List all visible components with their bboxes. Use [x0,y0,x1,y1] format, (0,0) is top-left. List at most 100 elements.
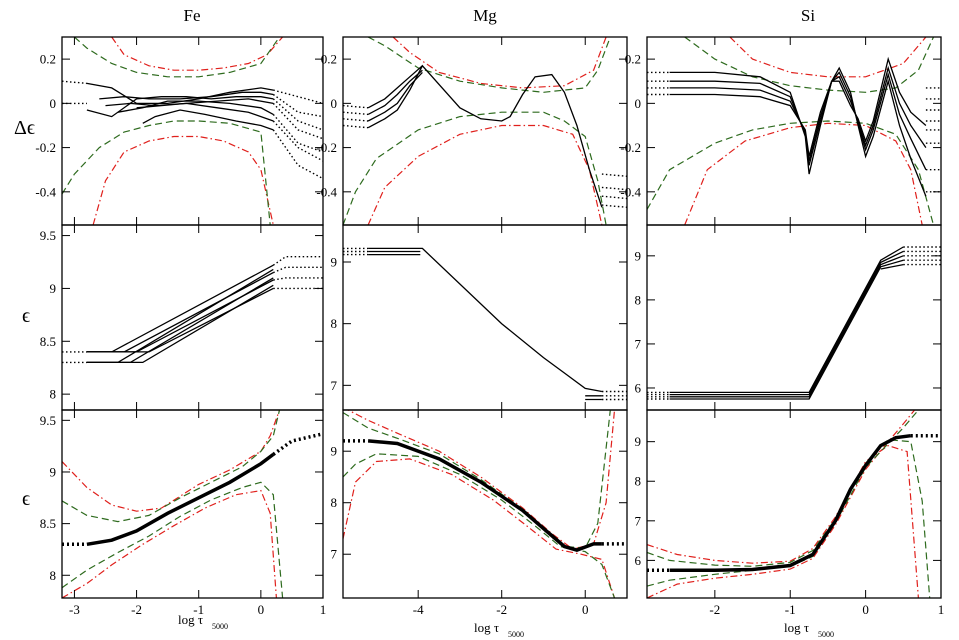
y-tick-label: 6 [635,380,642,395]
solid-series-0 [367,64,603,208]
dotted-series-2 [273,89,323,105]
solid-series-1 [99,91,274,100]
dashed-series-1 [647,410,919,587]
x-axis-label-si: log τ 5000 [784,620,834,639]
solid-series-3 [86,287,274,353]
column-title-si: Si [801,6,815,25]
y-tick-label: 9 [331,444,338,459]
dashdot-series-0 [647,444,919,598]
dashed-series-0 [343,410,611,549]
y-tick-label: 0.2 [625,52,641,67]
solid-series-6 [86,284,274,364]
dashdot-series-0 [111,37,284,71]
solid-series-1 [367,71,423,122]
panel-Mg-eps: 7 8 9 [331,224,628,411]
solid-series-6 [142,109,274,131]
dotted-series-7 [272,120,323,162]
y-tick-label: 8 [635,474,642,489]
y-tick-label: -0.2 [620,140,641,155]
y-tick-label: 8 [331,495,338,510]
x-tick-label: -3 [69,602,80,617]
x-axis-label-si-sub: 5000 [818,630,834,639]
panel-frame [61,409,324,599]
plot-area [343,247,627,401]
dotted-series-3 [343,124,369,129]
dashed-series-1 [62,481,284,598]
y-tick-label: 0.2 [40,52,56,67]
dashed-series-1 [343,453,616,598]
dotted-series-6 [272,113,323,153]
plot-area [62,256,323,364]
solid-series-1 [669,250,904,396]
plot-area [647,246,941,400]
column-title-mg: Mg [473,6,497,25]
y-tick-label: 0.2 [321,52,337,67]
solid-series-1 [669,71,927,170]
dashed-series-0 [74,37,280,78]
dashdot-series-1 [367,124,603,225]
y-tick-label: 9.5 [40,228,56,243]
x-tick-label: -2 [131,602,142,617]
solid-series-3 [367,65,423,109]
y-tick-label: 9 [331,255,338,270]
thick-dotted-series-1 [272,432,323,456]
x-tick-label: 0 [582,602,589,617]
solid-series-3 [669,56,927,157]
plot-area [647,37,941,225]
dotted-series-5 [272,102,323,140]
plot-area [343,37,627,225]
row-ylabel-eps-1: ϵ [22,305,30,327]
y-tick-label: 7 [635,336,642,351]
dotted-series-4 [601,173,627,177]
dashed-series-0 [647,439,931,598]
thick-series-0 [367,439,602,552]
plot-area [62,37,323,225]
x-tick-label: -4 [413,602,424,617]
x-tick-label: -2 [709,602,720,617]
x-axis-label-fe-sub: 5000 [212,622,228,631]
dotted-series-2 [272,256,323,266]
panel-Fe-delta: -0.4 -0.2 0 0.2 [35,36,324,226]
y-tick-label: 9 [635,434,642,449]
solid-series-2 [669,255,904,398]
panel-Fe-eps: 8 8.5 9 9.5 [40,224,324,411]
y-tick-label: -0.4 [316,184,337,199]
dashed-series-1 [62,120,271,225]
dotted-series-4 [273,277,323,281]
dotted-series-5 [601,186,627,191]
y-tick-label: -0.2 [35,140,56,155]
solid-series-4 [880,263,904,270]
solid-series-0 [669,66,927,197]
y-tick-label: 9 [635,248,642,263]
y-tick-label: 8.5 [40,516,56,531]
x-axis-label-si-main: log τ [784,620,809,635]
y-tick-label: 0 [635,96,642,111]
x-axis-label-mg: log τ 5000 [474,620,524,639]
y-tick-label: -0.4 [620,184,641,199]
dashdot-series-1 [343,458,616,598]
y-tick-label: -0.4 [35,184,56,199]
x-tick-label: 0 [862,602,869,617]
panel-layer: -0.4 -0.2 0 0.2 -0.4 -0.2 0 0.2 -0.4 -0.2 0 0.2 8 8.5… [35,36,944,617]
y-tick-label: 7 [331,547,338,562]
y-tick-label: 8.5 [40,334,56,349]
panel-frame [646,409,942,599]
dashdot-series-1 [684,122,923,225]
dotted-series-0 [62,80,87,85]
y-tick-label: 6 [635,553,642,568]
dashdot-series-1 [92,135,274,225]
dotted-series-3 [272,93,323,118]
plot-area [343,410,627,598]
x-tick-label: 0 [258,602,265,617]
panel-Si-eps: 6 7 8 9 [635,224,942,411]
y-tick-label: 7 [331,378,338,393]
y-tick-label: 8 [635,292,642,307]
dashdot-series-0 [729,37,927,78]
x-tick-label: -1 [193,602,204,617]
panel-frame [342,224,628,411]
row-ylabel-delta: Δϵ [14,117,35,139]
column-title-fe: Fe [184,6,201,25]
panel-Mg-delta: -0.4 -0.2 0 0.2 [316,36,628,226]
solid-series-5 [136,102,274,122]
